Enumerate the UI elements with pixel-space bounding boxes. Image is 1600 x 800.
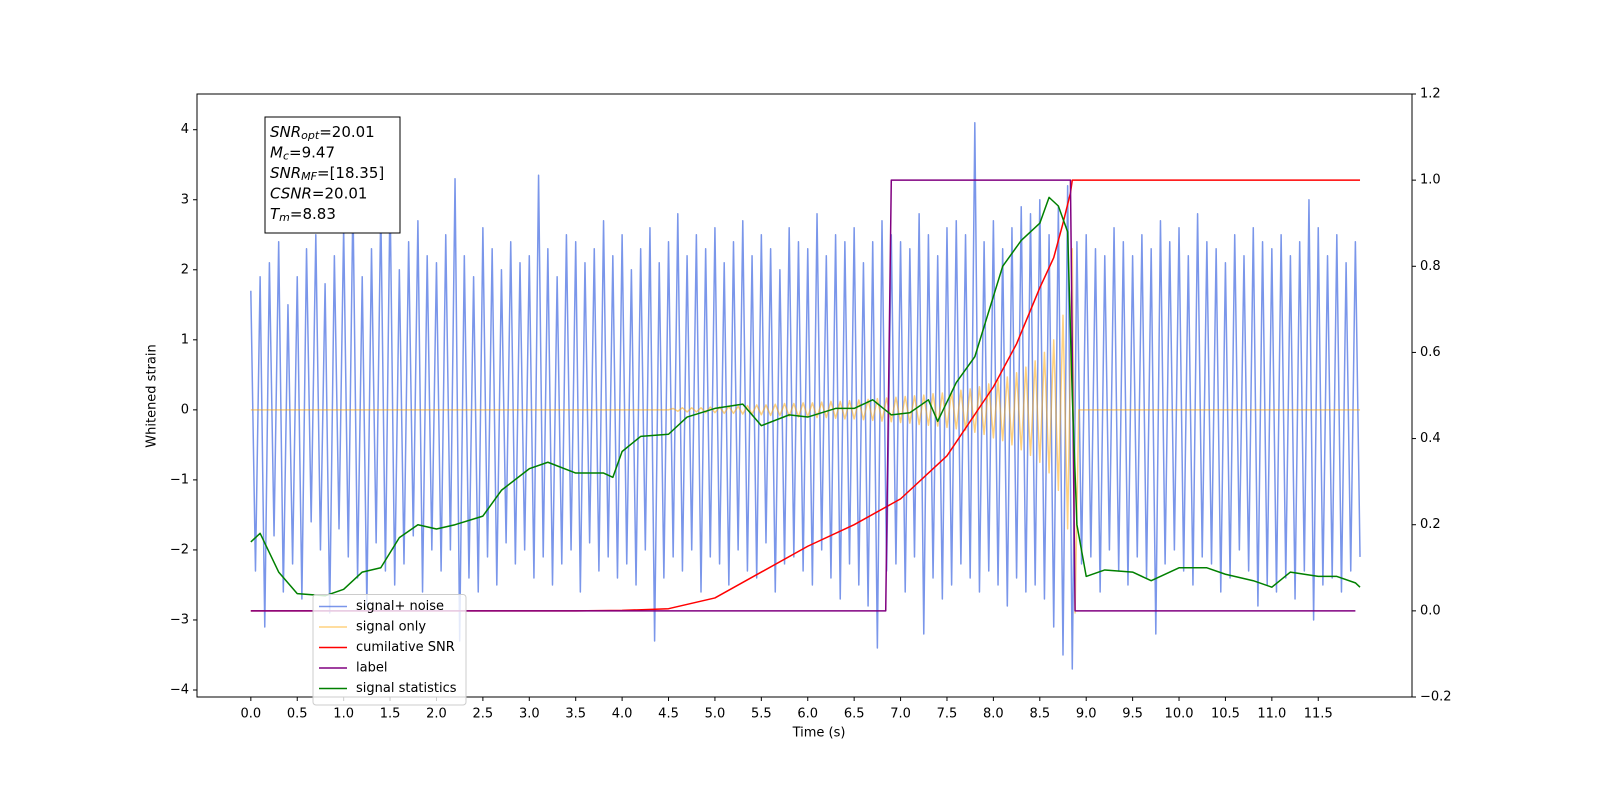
y-tick-label: 2	[181, 262, 189, 277]
x-tick-label: 4.0	[612, 707, 633, 722]
annotation-subscript: c	[283, 150, 289, 163]
x-tick-label: 2.0	[426, 707, 447, 722]
x-axis-label: Time (s)	[792, 726, 846, 741]
series-line	[250, 179, 1356, 612]
annotation-line: Tm=8.83	[270, 205, 336, 225]
annotation-value: =9.47	[289, 143, 335, 161]
annotation-subscript: opt	[301, 129, 320, 142]
annotation-subscript: MF	[301, 170, 317, 183]
y-tick-label: −4	[170, 682, 189, 697]
annotation-symbol: M	[270, 143, 283, 161]
annotation-symbol: SNR	[270, 123, 301, 141]
y-tick-label: 1	[181, 332, 189, 347]
annotation-subscript: m	[279, 211, 290, 224]
y-tick-label: 4	[181, 122, 189, 137]
x-tick-label: 10.0	[1165, 707, 1194, 722]
y2-tick-label: 0.2	[1420, 517, 1441, 532]
y2-tick-label: −0.2	[1420, 690, 1452, 705]
series-line	[250, 179, 1361, 612]
annotation-value: =8.83	[290, 205, 336, 223]
annotation-value: =20.01	[312, 184, 368, 202]
x-tick-label: 11.5	[1304, 707, 1333, 722]
y-tick-label: 3	[181, 192, 189, 207]
x-tick-label: 11.0	[1257, 707, 1286, 722]
y-tick-label: −2	[170, 542, 189, 557]
series-line	[250, 248, 1361, 614]
y-tick-label: 0	[181, 402, 189, 417]
series-line	[250, 196, 1361, 597]
x-tick-label: 0.5	[287, 707, 308, 722]
annotation-value: =20.01	[319, 123, 375, 141]
x-tick-label: 1.5	[380, 707, 401, 722]
x-tick-label: 0.0	[240, 707, 261, 722]
legend-box	[312, 594, 467, 706]
x-tick-label: 9.5	[1122, 707, 1143, 722]
y-axis-label: Whitened strain	[145, 344, 160, 447]
x-tick-label: 3.0	[519, 707, 540, 722]
legend-label: cumilative SNR	[356, 640, 455, 655]
annotation-line: Mc=9.47	[270, 143, 335, 163]
y2-tick-label: 0.6	[1420, 345, 1441, 360]
legend-label: signal statistics	[356, 681, 457, 696]
y2-tick-label: 1.0	[1420, 173, 1441, 188]
annotation-line: CSNR=20.01	[270, 184, 367, 202]
y2-tick-label: 0.0	[1420, 603, 1441, 618]
annotation-value: =[18.35]	[317, 164, 384, 182]
x-tick-label: 6.0	[797, 707, 818, 722]
x-tick-label: 8.5	[1029, 707, 1050, 722]
x-tick-label: 5.0	[705, 707, 726, 722]
annotation-line: SNRopt=20.01	[270, 123, 375, 143]
y-tick-label: −3	[170, 612, 189, 627]
legend-label: signal+ noise	[356, 599, 444, 614]
x-tick-label: 7.5	[937, 707, 958, 722]
x-tick-label: 3.5	[565, 707, 586, 722]
y2-tick-label: 1.2	[1420, 87, 1441, 102]
x-tick-label: 9.0	[1076, 707, 1097, 722]
legend-label: signal only	[356, 620, 426, 635]
annotation-box	[264, 116, 401, 234]
y2-tick-label: 0.8	[1420, 259, 1441, 274]
y2-tick-label: 0.4	[1420, 431, 1441, 446]
legend-label: label	[356, 661, 387, 676]
annotation-line: SNRMF=[18.35]	[270, 164, 384, 184]
x-tick-label: 5.5	[751, 707, 772, 722]
x-tick-label: 1.0	[333, 707, 354, 722]
x-tick-label: 4.5	[658, 707, 679, 722]
annotation-symbol: SNR	[270, 164, 301, 182]
x-tick-label: 2.5	[473, 707, 494, 722]
annotation-symbol: CSNR	[270, 184, 312, 202]
plot-frame	[196, 93, 1413, 698]
x-tick-label: 7.0	[890, 707, 911, 722]
y-tick-label: −1	[170, 472, 189, 487]
x-tick-label: 6.5	[844, 707, 865, 722]
annotation-symbol: T	[270, 205, 281, 223]
x-tick-label: 8.0	[983, 707, 1004, 722]
x-tick-label: 10.5	[1211, 707, 1240, 722]
